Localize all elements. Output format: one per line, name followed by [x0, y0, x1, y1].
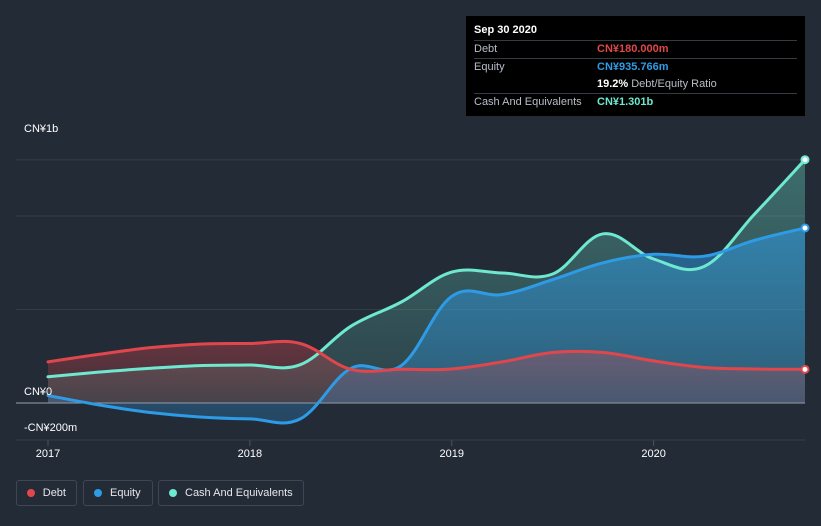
legend-debt[interactable]: Debt — [16, 480, 77, 506]
debt-dot-icon — [27, 489, 35, 497]
x-tick-label: 2018 — [238, 448, 262, 460]
debt-end-point — [800, 364, 810, 374]
y-tick-label: -CN¥200m — [24, 422, 77, 434]
tooltip-cash-value: CN¥1.301b — [597, 96, 654, 108]
legend-equity-label: Equity — [110, 487, 141, 499]
series-lines — [46, 158, 807, 425]
y-tick-label: CN¥0 — [24, 386, 52, 398]
tooltip-panel: Sep 30 2020 Debt CN¥180.000m Equity CN¥9… — [466, 16, 805, 116]
tooltip-equity-row: Equity CN¥935.766m — [474, 58, 797, 76]
legend-debt-label: Debt — [42, 487, 66, 499]
equity-dot-icon — [94, 489, 102, 497]
x-tick-label: 2019 — [439, 448, 463, 460]
x-tick-label: 2017 — [36, 448, 60, 460]
tooltip-ratio-value: 19.2% — [597, 78, 629, 90]
series-areas — [48, 159, 805, 424]
y-tick-label: CN¥1b — [24, 123, 58, 135]
legend-cash-label: Cash And Equivalents — [185, 487, 293, 499]
x-tick-label: 2020 — [641, 448, 665, 460]
series-end-points — [800, 155, 810, 374]
legend-cash[interactable]: Cash And Equivalents — [158, 480, 304, 506]
y-axis-labels: CN¥1b CN¥0 -CN¥200m — [24, 123, 77, 434]
tooltip-equity-value: CN¥935.766m — [597, 61, 669, 73]
cash-end-point — [800, 155, 810, 165]
tooltip-debt-row: Debt CN¥180.000m — [474, 40, 797, 58]
tooltip-date: Sep 30 2020 — [474, 24, 537, 36]
tooltip-debt-value: CN¥180.000m — [597, 43, 669, 55]
tooltip-equity-label: Equity — [474, 61, 505, 73]
cash-dot-icon — [169, 489, 177, 497]
tooltip-ratio-label: Debt/Equity Ratio — [631, 78, 717, 90]
legend-equity[interactable]: Equity — [83, 480, 153, 506]
cash-line — [46, 158, 807, 379]
debt-line — [46, 339, 807, 373]
tooltip-cash-label: Cash And Equivalents — [474, 96, 582, 108]
equity-line — [46, 226, 807, 425]
x-axis-labels: 2017 2018 2019 2020 — [36, 448, 666, 460]
tooltip-ratio-row: 19.2% Debt/Equity Ratio — [474, 76, 797, 93]
tooltip-debt-label: Debt — [474, 43, 498, 55]
tooltip-cash-row: Cash And Equivalents CN¥1.301b — [474, 93, 797, 111]
equity-end-point — [800, 223, 810, 233]
debt-area — [48, 341, 805, 403]
